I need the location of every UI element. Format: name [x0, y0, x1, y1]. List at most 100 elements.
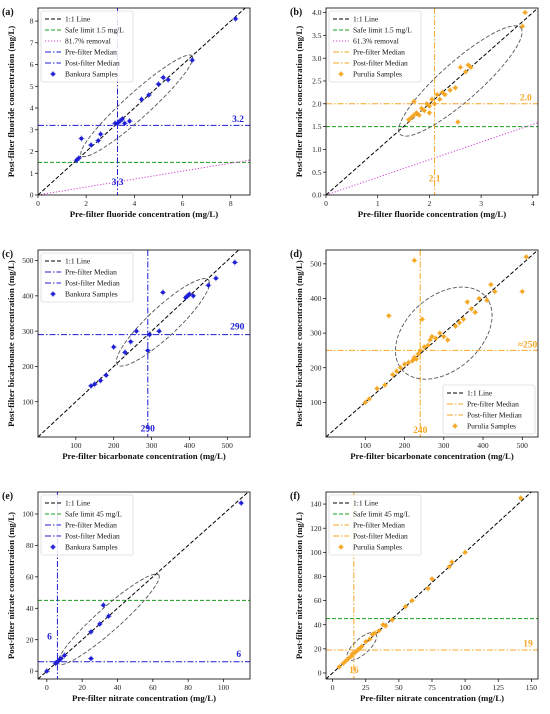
- x-axis-label: Pre-filter nitrate concentration (mg/L): [72, 693, 216, 703]
- x-tick-label: 400: [184, 441, 196, 450]
- point-marker: [115, 121, 120, 126]
- plot-area: [326, 250, 538, 437]
- y-tick-label: 80: [314, 572, 322, 581]
- legend-label: 1:1 Line: [65, 257, 91, 266]
- y-tick-label: 40: [26, 604, 34, 613]
- data-point: [88, 382, 94, 389]
- y-tick-label: 0: [30, 667, 34, 676]
- point-marker: [523, 10, 527, 15]
- point-marker: [453, 324, 458, 329]
- legend-item: 1:1 Line: [45, 257, 91, 266]
- point-marker: [448, 88, 452, 92]
- legend-item: Pre-filter Median: [45, 268, 117, 277]
- point-marker: [403, 604, 408, 609]
- y-tick-label: 0.0: [312, 191, 322, 200]
- median-annotation: 290: [141, 425, 156, 435]
- legend-box: [328, 10, 422, 83]
- point-marker: [104, 373, 109, 378]
- legend-marker: [453, 424, 457, 428]
- data-point: [105, 613, 112, 620]
- point-marker: [190, 58, 195, 63]
- x-tick-label: 300: [438, 441, 450, 450]
- point-marker: [430, 576, 434, 581]
- data-point: [374, 385, 381, 392]
- legend: 1:1 Line Pre-filter Median Post-filter Med…: [40, 252, 134, 303]
- point-marker: [468, 65, 473, 70]
- data-point: [159, 289, 166, 296]
- y-tick-label: 0: [30, 191, 34, 200]
- data-point: [462, 549, 469, 556]
- legend-label: 61.3% removal: [353, 37, 399, 46]
- axes-frame: [325, 7, 539, 196]
- data-point: [517, 495, 524, 502]
- point-marker: [477, 296, 482, 301]
- x-tick-label: 500: [222, 441, 234, 450]
- legend-item: Bankura Samples: [50, 290, 118, 299]
- x-tick-label: 0: [331, 683, 335, 692]
- legend-label: 1:1 Line: [353, 499, 379, 508]
- legend-item: Post-filter Median: [45, 59, 120, 68]
- x-tick-label: 125: [493, 683, 505, 692]
- identity-line: [326, 250, 538, 437]
- y-tick-label: 400: [22, 291, 34, 300]
- data-point: [57, 655, 64, 662]
- point-marker: [419, 106, 424, 111]
- legend-label: 1:1 Line: [65, 15, 91, 24]
- legend-item: Safe limit 1.5 mg/L: [45, 26, 124, 35]
- y-tick-label: 60: [26, 572, 34, 581]
- point-marker: [353, 650, 358, 655]
- point-marker: [156, 82, 161, 87]
- point-marker: [89, 383, 93, 388]
- point-marker: [373, 631, 377, 636]
- point-marker: [410, 598, 415, 603]
- legend-label: Purulia Samples: [467, 422, 516, 431]
- data-point: [372, 630, 379, 637]
- data-point: [381, 382, 388, 389]
- point-marker: [367, 397, 372, 401]
- legend-box: [40, 10, 134, 83]
- point-marker: [432, 101, 437, 106]
- point-marker: [96, 138, 101, 143]
- point-marker: [437, 331, 442, 336]
- legend-marker: [339, 545, 343, 549]
- data-point: [436, 330, 443, 337]
- data-point: [73, 157, 80, 164]
- axes-frame: [37, 7, 251, 196]
- point-marker: [98, 132, 103, 137]
- y-tick-label: 2.0: [312, 99, 322, 108]
- data-point: [425, 342, 432, 349]
- data-point: [336, 663, 343, 670]
- point-marker: [166, 77, 170, 82]
- point-marker: [375, 386, 379, 391]
- legend-label: Post-filter Median: [65, 532, 120, 541]
- data-point: [487, 281, 494, 288]
- x-axis-label: Pre-filter fluoride concentration (mg/L): [70, 209, 219, 219]
- point-marker: [359, 644, 364, 649]
- data-point: [491, 288, 498, 295]
- legend-label: Purulia Samples: [353, 543, 402, 552]
- point-marker: [74, 158, 79, 163]
- y-tick-label: 1.0: [312, 145, 322, 154]
- data-point: [421, 343, 428, 350]
- point-marker: [232, 260, 237, 265]
- x-tick-label: 2: [428, 199, 432, 208]
- point-marker: [157, 329, 162, 334]
- data-point: [231, 259, 238, 266]
- data-point: [96, 621, 103, 627]
- legend-label: Pre-filter Median: [353, 48, 405, 57]
- point-marker: [346, 656, 351, 661]
- x-tick-label: 80: [184, 683, 192, 692]
- data-point: [402, 603, 409, 610]
- point-marker: [426, 586, 430, 591]
- x-tick-label: 20: [78, 683, 86, 692]
- point-marker: [206, 283, 211, 288]
- point-marker: [92, 382, 97, 386]
- point-marker: [390, 617, 395, 622]
- point-marker: [492, 289, 497, 294]
- point-marker: [191, 293, 196, 298]
- point-marker: [473, 310, 478, 315]
- point-marker: [97, 622, 102, 626]
- point-marker: [420, 317, 425, 322]
- data-point: [456, 319, 463, 326]
- legend-label: Safe limit 1.5 mg/L: [65, 26, 124, 35]
